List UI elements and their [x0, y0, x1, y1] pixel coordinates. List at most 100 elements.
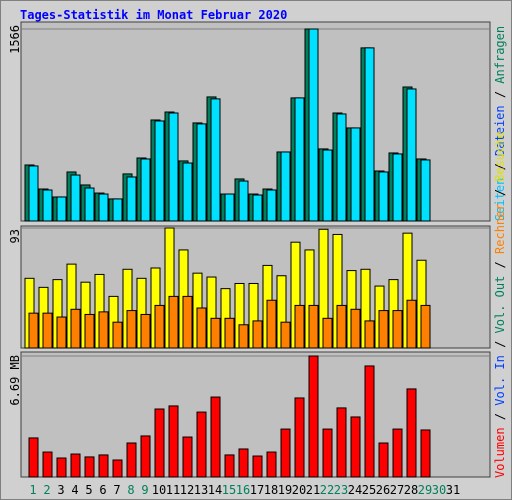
bar: [322, 428, 333, 478]
legend-separator: /: [493, 406, 507, 428]
bar: [238, 448, 249, 478]
bar: [70, 453, 81, 478]
x-tick-label: 7: [113, 483, 120, 497]
legend-entry: Rechner: [493, 203, 507, 254]
bar: [266, 189, 277, 222]
bar: [196, 411, 207, 478]
bar: [28, 165, 39, 222]
x-tick-label: 5: [85, 483, 92, 497]
bar: [280, 151, 291, 222]
y-tick-label: 93: [8, 229, 22, 243]
bar: [84, 313, 95, 349]
x-tick-label: 6: [99, 483, 106, 497]
bar: [70, 308, 81, 349]
bar: [322, 317, 333, 349]
bar: [56, 196, 67, 222]
bar: [406, 299, 417, 349]
y-tick-label: 6.69 MB: [8, 355, 22, 406]
x-tick-label: 12: [180, 483, 194, 497]
bar: [294, 304, 305, 349]
x-tick-label: 16: [236, 483, 250, 497]
bar: [56, 316, 67, 349]
bar: [238, 324, 249, 349]
bar: [140, 435, 151, 478]
bar: [168, 295, 179, 349]
legend-separator: /: [493, 182, 507, 204]
x-tick-label: 9: [141, 483, 148, 497]
bar: [252, 320, 263, 349]
x-tick-label: 1: [29, 483, 36, 497]
bar: [98, 454, 109, 478]
legend-entry: Besuche: [493, 131, 507, 182]
bar: [252, 194, 263, 222]
bar: [308, 28, 319, 222]
x-tick-label: 23: [334, 483, 348, 497]
x-tick-label: 22: [320, 483, 334, 497]
x-tick-label: 30: [432, 483, 446, 497]
x-tick-label: 11: [166, 483, 180, 497]
bar: [70, 174, 81, 222]
bar: [112, 198, 123, 222]
legend-separator: /: [493, 333, 507, 355]
bar: [168, 405, 179, 478]
legend-entry: Volumen: [493, 427, 507, 478]
x-tick-label: 8: [127, 483, 134, 497]
x-tick-label: 17: [250, 483, 264, 497]
legend-entry: Anfragen: [493, 26, 507, 84]
bar: [350, 416, 361, 478]
bar: [280, 321, 291, 349]
bar: [406, 388, 417, 478]
legend-entry: Vol. In: [493, 355, 507, 406]
x-tick-label: 31: [446, 483, 460, 497]
bar: [84, 456, 95, 478]
bar: [238, 180, 249, 222]
legend: Seiten / Dateien / Anfragen: [493, 26, 507, 221]
x-tick-label: 29: [418, 483, 432, 497]
bar: [308, 355, 319, 478]
bar: [126, 310, 137, 349]
bar: [112, 459, 123, 478]
bar: [252, 455, 263, 478]
bar: [168, 112, 179, 222]
legend-entry: Dateien: [493, 105, 507, 156]
bar: [126, 442, 137, 478]
bar: [420, 159, 431, 222]
bar: [182, 162, 193, 222]
bar: [140, 158, 151, 222]
bar: [224, 454, 235, 478]
x-tick-label: 19: [278, 483, 292, 497]
bar: [336, 304, 347, 349]
bar: [42, 189, 53, 222]
x-tick-label: 14: [208, 483, 222, 497]
bar: [56, 457, 67, 478]
legend-entry: Seiten: [493, 178, 507, 221]
bar: [378, 171, 389, 222]
bar: [336, 113, 347, 222]
bar: [210, 396, 221, 478]
bar: [210, 98, 221, 222]
bar: [350, 308, 361, 349]
bar: [154, 408, 165, 478]
bar: [322, 149, 333, 222]
bar: [196, 123, 207, 222]
bar: [420, 429, 431, 478]
bar: [112, 321, 123, 349]
bar: [294, 397, 305, 478]
bar: [378, 442, 389, 478]
bar: [182, 436, 193, 478]
legend: Volumen / Vol. In / Vol. Out / Rechner /…: [493, 131, 507, 478]
bar: [308, 304, 319, 349]
x-tick-label: 15: [222, 483, 236, 497]
legend-separator: /: [493, 254, 507, 276]
bar: [126, 176, 137, 222]
bar: [98, 311, 109, 349]
bar: [84, 187, 95, 222]
bar: [420, 304, 431, 349]
x-tick-label: 2: [43, 483, 50, 497]
bar: [196, 307, 207, 349]
y-tick-label: 1566: [8, 25, 22, 54]
bar: [140, 313, 151, 349]
bar: [406, 88, 417, 222]
x-tick-label: 4: [71, 483, 78, 497]
